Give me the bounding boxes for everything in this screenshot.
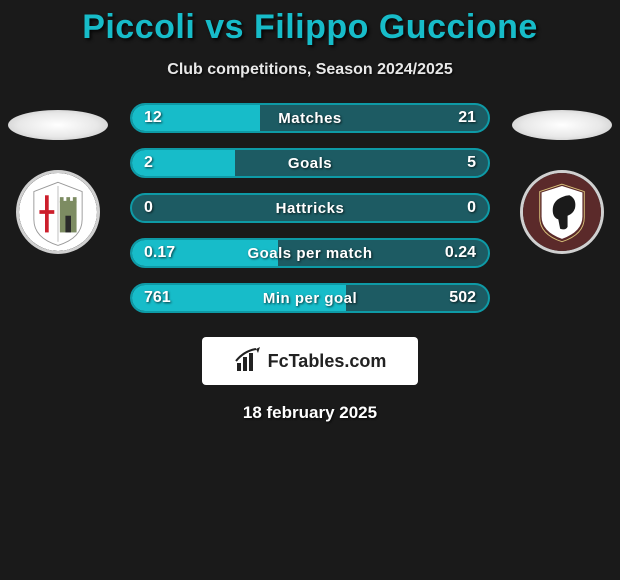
stat-right-value: 21 — [458, 105, 476, 131]
right-club-ellipse — [512, 110, 612, 140]
stat-right-value: 5 — [467, 150, 476, 176]
stat-label: Matches — [132, 105, 488, 131]
stat-label: Goals — [132, 150, 488, 176]
fctables-logo: FcTables.com — [202, 337, 418, 385]
stat-row: 0.17Goals per match0.24 — [130, 238, 490, 268]
page-title: Piccoli vs Filippo Guccione — [0, 8, 620, 47]
left-crest-svg — [19, 170, 97, 254]
comparison-date: 18 february 2025 — [0, 403, 620, 423]
stat-row: 2Goals5 — [130, 148, 490, 178]
subtitle: Club competitions, Season 2024/2025 — [0, 61, 620, 79]
stat-row: 761Min per goal502 — [130, 283, 490, 313]
stat-label: Goals per match — [132, 240, 488, 266]
comparison-card: Piccoli vs Filippo Guccione Club competi… — [0, 0, 620, 580]
stat-right-value: 0 — [467, 195, 476, 221]
right-crest-svg — [523, 170, 601, 254]
stat-label: Hattricks — [132, 195, 488, 221]
right-club-column — [512, 110, 612, 254]
stat-row: 0Hattricks0 — [130, 193, 490, 223]
stat-right-value: 502 — [449, 285, 476, 311]
right-club-crest — [520, 170, 604, 254]
stats-list: 12Matches21 2Goals5 0Hattricks0 0.17Goals p… — [130, 103, 490, 313]
stat-right-value: 0.24 — [445, 240, 476, 266]
fctables-logo-text: FcTables.com — [268, 351, 387, 372]
left-club-crest — [16, 170, 100, 254]
left-club-ellipse — [8, 110, 108, 140]
stat-row: 12Matches21 — [130, 103, 490, 133]
stat-label: Min per goal — [132, 285, 488, 311]
bar-chart-icon — [234, 347, 262, 375]
left-club-column — [8, 110, 108, 254]
